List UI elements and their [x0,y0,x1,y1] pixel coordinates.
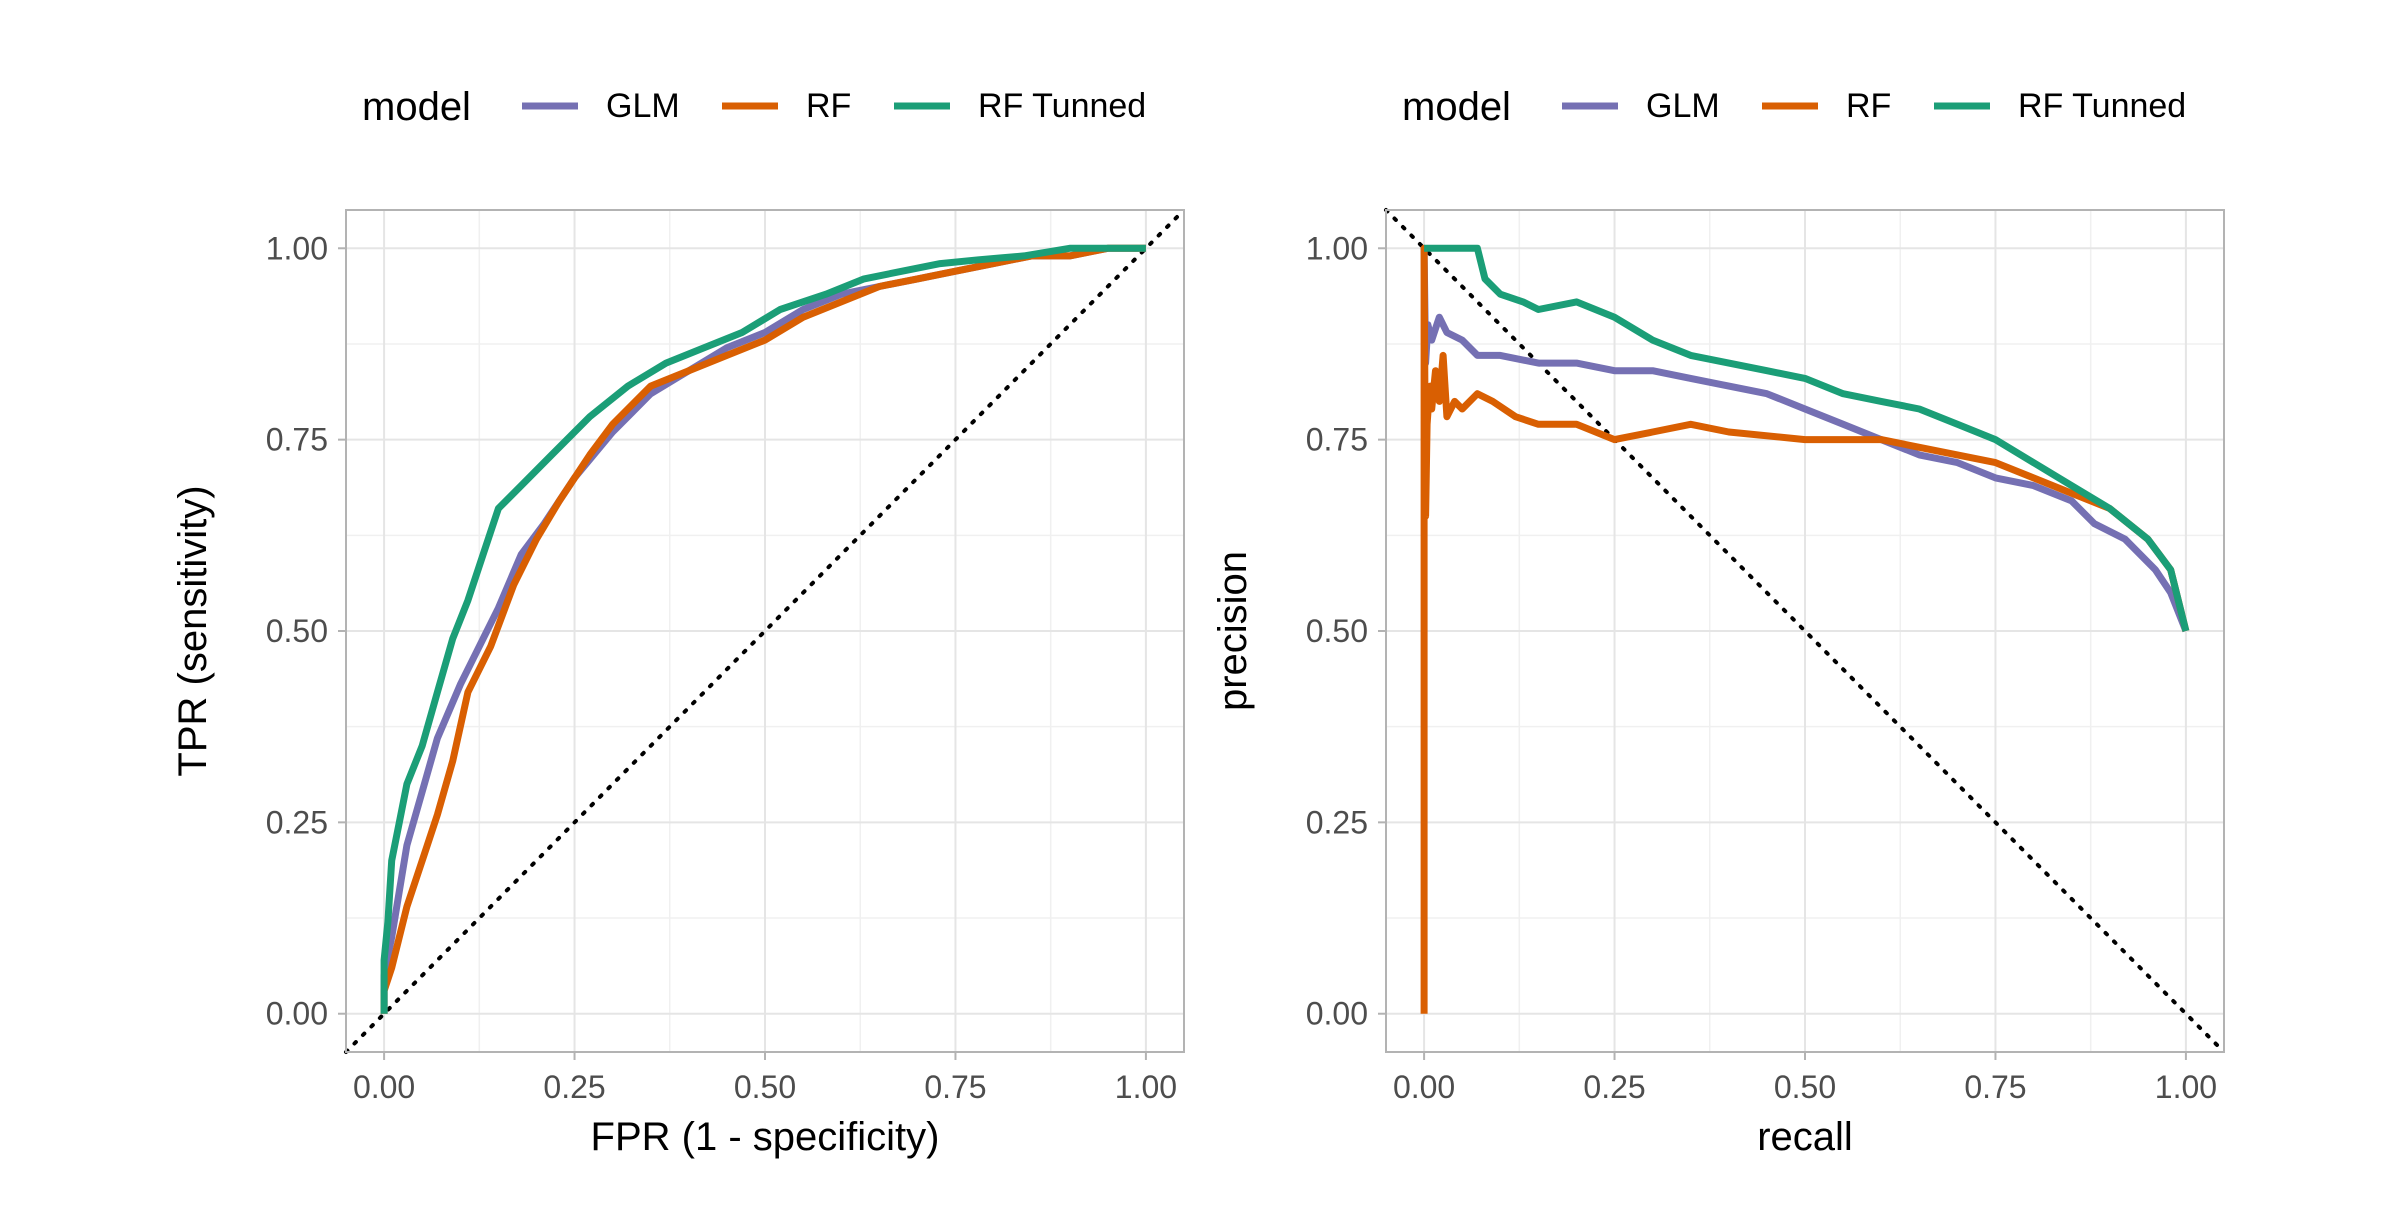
pr-panel: model GLM RF RF Tunned 0.00 0.25 0.50 0.75 1… [1211,85,2226,1159]
pr-series-line-rf [1420,244,2190,1014]
roc-gridlines [346,210,1184,1052]
pr-y-tick-label: 0.50 [1306,613,1368,649]
pr-y-tick-label: 0.25 [1306,804,1368,840]
roc-panel: model GLM RF RF Tunned 0.00 0.25 0.50 0.75 1… [171,85,1186,1159]
pr-y-tick-label: 0.00 [1306,996,1368,1032]
roc-x-tick-label: 1.00 [1115,1069,1177,1105]
pr-y-axis-label: precision [1211,551,1255,711]
pr-x-tick-label: 0.00 [1393,1069,1455,1105]
pr-x-ticks: 0.00 0.25 0.50 0.75 1.00 [1393,1052,2217,1105]
roc-x-tick-label: 0.75 [924,1069,986,1105]
pr-x-tick-label: 0.75 [1964,1069,2026,1105]
roc-series-line-rf-tunned [380,244,1146,1014]
pr-legend-label-rf-tunned: RF Tunned [2018,87,2186,125]
roc-y-axis-label: TPR (sensitivity) [171,485,215,776]
roc-series-line-rf [380,244,1146,1014]
roc-series-group [380,244,1146,1014]
roc-legend-label-glm: GLM [606,87,680,125]
roc-y-ticks: 0.00 0.25 0.50 0.75 1.00 [266,230,346,1032]
roc-y-tick-label: 0.25 [266,804,328,840]
pr-legend: model GLM RF RF Tunned [1402,85,2186,129]
pr-legend-title: model [1402,85,1511,129]
roc-legend-title: model [362,85,471,129]
roc-legend-label-rf: RF [806,87,851,125]
roc-x-axis-label: FPR (1 - specificity) [591,1115,940,1159]
pr-series-line-glm [1420,248,2190,633]
pr-legend-label-glm: GLM [1646,87,1720,125]
roc-legend: model GLM RF RF Tunned [362,85,1146,129]
roc-x-ticks: 0.00 0.25 0.50 0.75 1.00 [353,1052,1177,1105]
roc-y-tick-label: 0.00 [266,996,328,1032]
pr-series-line-rf-tunned [1422,244,2190,632]
roc-y-tick-label: 0.50 [266,613,328,649]
pr-y-ticks: 0.00 0.25 0.50 0.75 1.00 [1306,230,1386,1032]
pr-x-tick-label: 1.00 [2155,1069,2217,1105]
pr-x-tick-label: 0.25 [1583,1069,1645,1105]
pr-y-tick-label: 0.75 [1306,422,1368,458]
roc-x-tick-label: 0.25 [543,1069,605,1105]
pr-legend-label-rf: RF [1846,87,1891,125]
roc-y-tick-label: 1.00 [266,230,328,266]
roc-x-tick-label: 0.00 [353,1069,415,1105]
pr-x-tick-label: 0.50 [1774,1069,1836,1105]
roc-x-tick-label: 0.50 [734,1069,796,1105]
pr-series-group [1420,244,2190,1014]
pr-x-axis-label: recall [1757,1115,1853,1159]
pr-y-tick-label: 1.00 [1306,230,1368,266]
roc-legend-label-rf-tunned: RF Tunned [978,87,1146,125]
roc-y-tick-label: 0.75 [266,422,328,458]
